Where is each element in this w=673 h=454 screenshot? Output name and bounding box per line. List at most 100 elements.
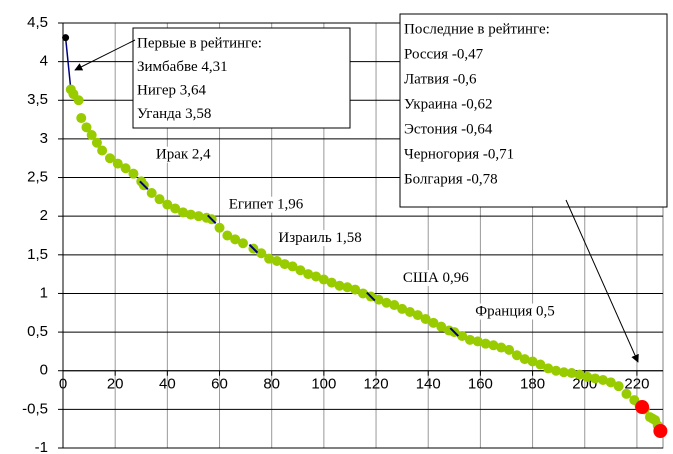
annotation-line: Украина -0,62 [404,96,492,112]
point [404,307,415,317]
point [81,122,92,133]
annotation-mark [449,327,460,337]
point [358,288,368,299]
point [170,203,181,214]
point [457,330,468,341]
point [185,209,196,220]
annotation-line: Черногория -0,71 [404,146,514,162]
x-tick-label: 180 [520,376,545,393]
annotation-bg [226,196,306,213]
x-tick-label: 140 [416,376,441,393]
annotation-line: Болгария -0,78 [404,171,498,187]
point [120,163,131,174]
line [64,37,72,90]
annotation: Израиль 1,58 [278,230,361,246]
arrow [74,39,136,71]
point [222,230,233,241]
point [420,313,431,324]
point [543,363,554,374]
point [389,300,400,311]
annotation-box [399,13,668,208]
point [519,354,530,365]
point [496,342,507,353]
point [162,199,173,210]
annotation-bg [400,269,472,286]
x-tick-label: 80 [263,376,280,393]
y-tick-label: 0,5 [27,323,48,340]
point [488,340,499,351]
annotation-line: Россия -0,47 [404,46,484,62]
point [264,253,275,264]
annotation-bg [473,303,557,320]
point [342,282,353,293]
point [480,338,491,349]
point [178,207,188,218]
point [428,317,439,328]
y-tick-label: -1 [35,439,48,454]
point [605,377,616,388]
annotation-mark [366,291,376,302]
annotation-bg [153,146,214,163]
x-tick-label: 120 [364,376,389,393]
point [574,369,585,380]
point [154,194,165,205]
point [295,265,306,276]
point [112,158,123,169]
point [97,145,108,156]
point [527,356,538,367]
point [334,280,345,291]
point [271,256,282,266]
point [91,137,102,148]
point [590,373,601,384]
annotation: Ирак 2,4 [156,147,211,163]
point [472,336,483,347]
point [230,234,241,245]
point [412,310,423,321]
point [653,424,668,438]
point [551,365,562,376]
point [635,400,650,415]
y-tick-label: 4 [40,53,48,70]
annotation-mark [248,243,259,254]
annotation-mark [139,180,149,190]
point [303,269,314,280]
point [511,350,522,361]
annotation: США 0,96 [403,270,469,286]
point [318,274,329,285]
point [62,34,70,42]
point [558,367,569,378]
y-tick-label: -0,5 [22,400,48,417]
x-tick-label: 160 [468,376,493,393]
x-tick-label: 60 [211,376,228,393]
x-tick-label: 220 [624,376,649,393]
x-tick-label: 40 [159,376,176,393]
y-tick-label: 4,5 [27,14,48,31]
point [350,284,361,295]
y-tick-label: 2 [40,207,48,224]
point [214,222,225,233]
y-tick-label: 0 [40,362,48,379]
point [287,261,298,272]
point [582,371,593,382]
point [436,321,447,332]
annotation-line: Первые в рейтинге: [137,35,262,51]
point [464,334,475,345]
annotation-bg [276,230,364,247]
annotation-mark [206,214,217,224]
annotation-line: Зимбабве 4,31 [137,59,228,75]
annotation-line: Латвия -0,6 [404,71,477,87]
point [73,95,84,106]
point [256,248,267,259]
point [621,388,632,399]
annotation-line: Последние в рейтинге: [404,21,550,37]
y-tick-label: 3,5 [27,91,48,108]
y-tick-label: 3 [40,130,48,147]
point [76,113,87,124]
y-tick-label: 1,5 [27,246,48,263]
point [535,359,546,370]
point [397,303,408,314]
point [238,238,248,249]
annotation-line: Эстония -0,64 [404,121,493,137]
point [311,271,322,282]
